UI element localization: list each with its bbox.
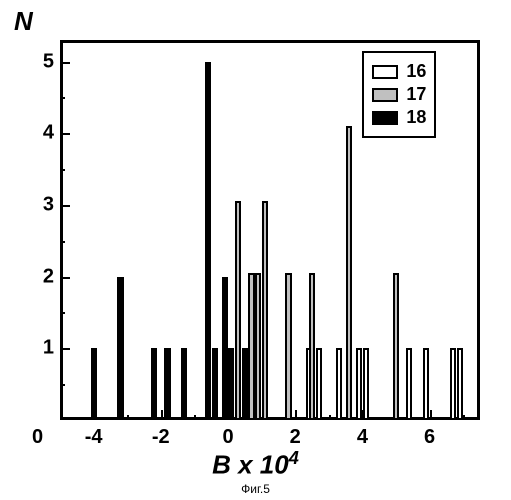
legend-item: 16 [372, 61, 426, 82]
legend-item: 18 [372, 107, 426, 128]
x-tick-minor [194, 415, 196, 420]
bar-s17 [309, 273, 315, 420]
y-tick-minor [60, 97, 65, 99]
chart-container: N 12345-4-20246 161718 0 B x 104 Фиг.5 [0, 0, 511, 500]
x-tick-label: 6 [424, 420, 435, 449]
x-tick-label: 4 [357, 420, 368, 449]
x-axis-label: B x 104 [0, 448, 511, 481]
x-tick-label: -2 [152, 420, 170, 449]
x-axis-label-main: B x 10 [212, 450, 289, 480]
bar-s17 [346, 126, 352, 420]
bar-s18 [212, 348, 218, 420]
bar-s17 [235, 201, 241, 420]
bar-s16 [356, 348, 362, 420]
bar-s17 [262, 201, 268, 420]
x-axis-label-sup: 4 [289, 448, 299, 468]
x-tick-label: 0 [222, 420, 233, 449]
figure-caption: Фиг.5 [0, 482, 511, 496]
y-tick-label: 1 [43, 337, 60, 360]
legend-swatch [372, 111, 398, 125]
x-tick [161, 410, 163, 420]
bar-s17 [285, 273, 291, 420]
y-tick-label: 4 [43, 122, 60, 145]
bar-s16 [316, 348, 322, 420]
bar-s18 [117, 277, 123, 420]
y-tick [60, 133, 70, 135]
y-tick-label: 3 [43, 193, 60, 216]
bar-s16 [363, 348, 369, 420]
bar-s16 [336, 348, 342, 420]
y-axis-label: N [14, 6, 33, 37]
y-tick [60, 205, 70, 207]
y-tick-label: 5 [43, 50, 60, 73]
y-tick [60, 277, 70, 279]
bar-s18 [222, 277, 228, 420]
legend-item: 17 [372, 84, 426, 105]
bar-s16 [423, 348, 429, 420]
x-tick-minor [463, 415, 465, 420]
x-tick-minor [329, 415, 331, 420]
y-tick-minor [60, 241, 65, 243]
bar-s18 [205, 62, 211, 420]
bar-s18 [181, 348, 187, 420]
x-tick [295, 410, 297, 420]
bar-s18 [242, 348, 248, 420]
x-tick-minor [127, 415, 129, 420]
bar-s16 [450, 348, 456, 420]
legend-label: 16 [406, 61, 426, 82]
legend-label: 18 [406, 107, 426, 128]
x-axis-origin-label: 0 [32, 420, 43, 449]
y-tick-label: 2 [43, 265, 60, 288]
y-tick-minor [60, 384, 65, 386]
bar-s18 [91, 348, 97, 420]
y-tick [60, 62, 70, 64]
bar-s17 [393, 273, 399, 420]
bar-s18 [228, 348, 234, 420]
legend-swatch [372, 88, 398, 102]
bar-s16 [406, 348, 412, 420]
x-tick-label: -4 [85, 420, 103, 449]
y-tick-minor [60, 169, 65, 171]
bar-s18 [164, 348, 170, 420]
bar-s17 [255, 273, 261, 420]
bar-s16 [457, 348, 463, 420]
x-tick-minor [60, 415, 62, 420]
bar-s17 [248, 273, 254, 420]
legend-swatch [372, 65, 398, 79]
x-tick [430, 410, 432, 420]
bar-s18 [151, 348, 157, 420]
y-tick-minor [60, 312, 65, 314]
x-tick-label: 2 [290, 420, 301, 449]
legend: 161718 [362, 51, 436, 138]
legend-label: 17 [406, 84, 426, 105]
y-tick [60, 348, 70, 350]
